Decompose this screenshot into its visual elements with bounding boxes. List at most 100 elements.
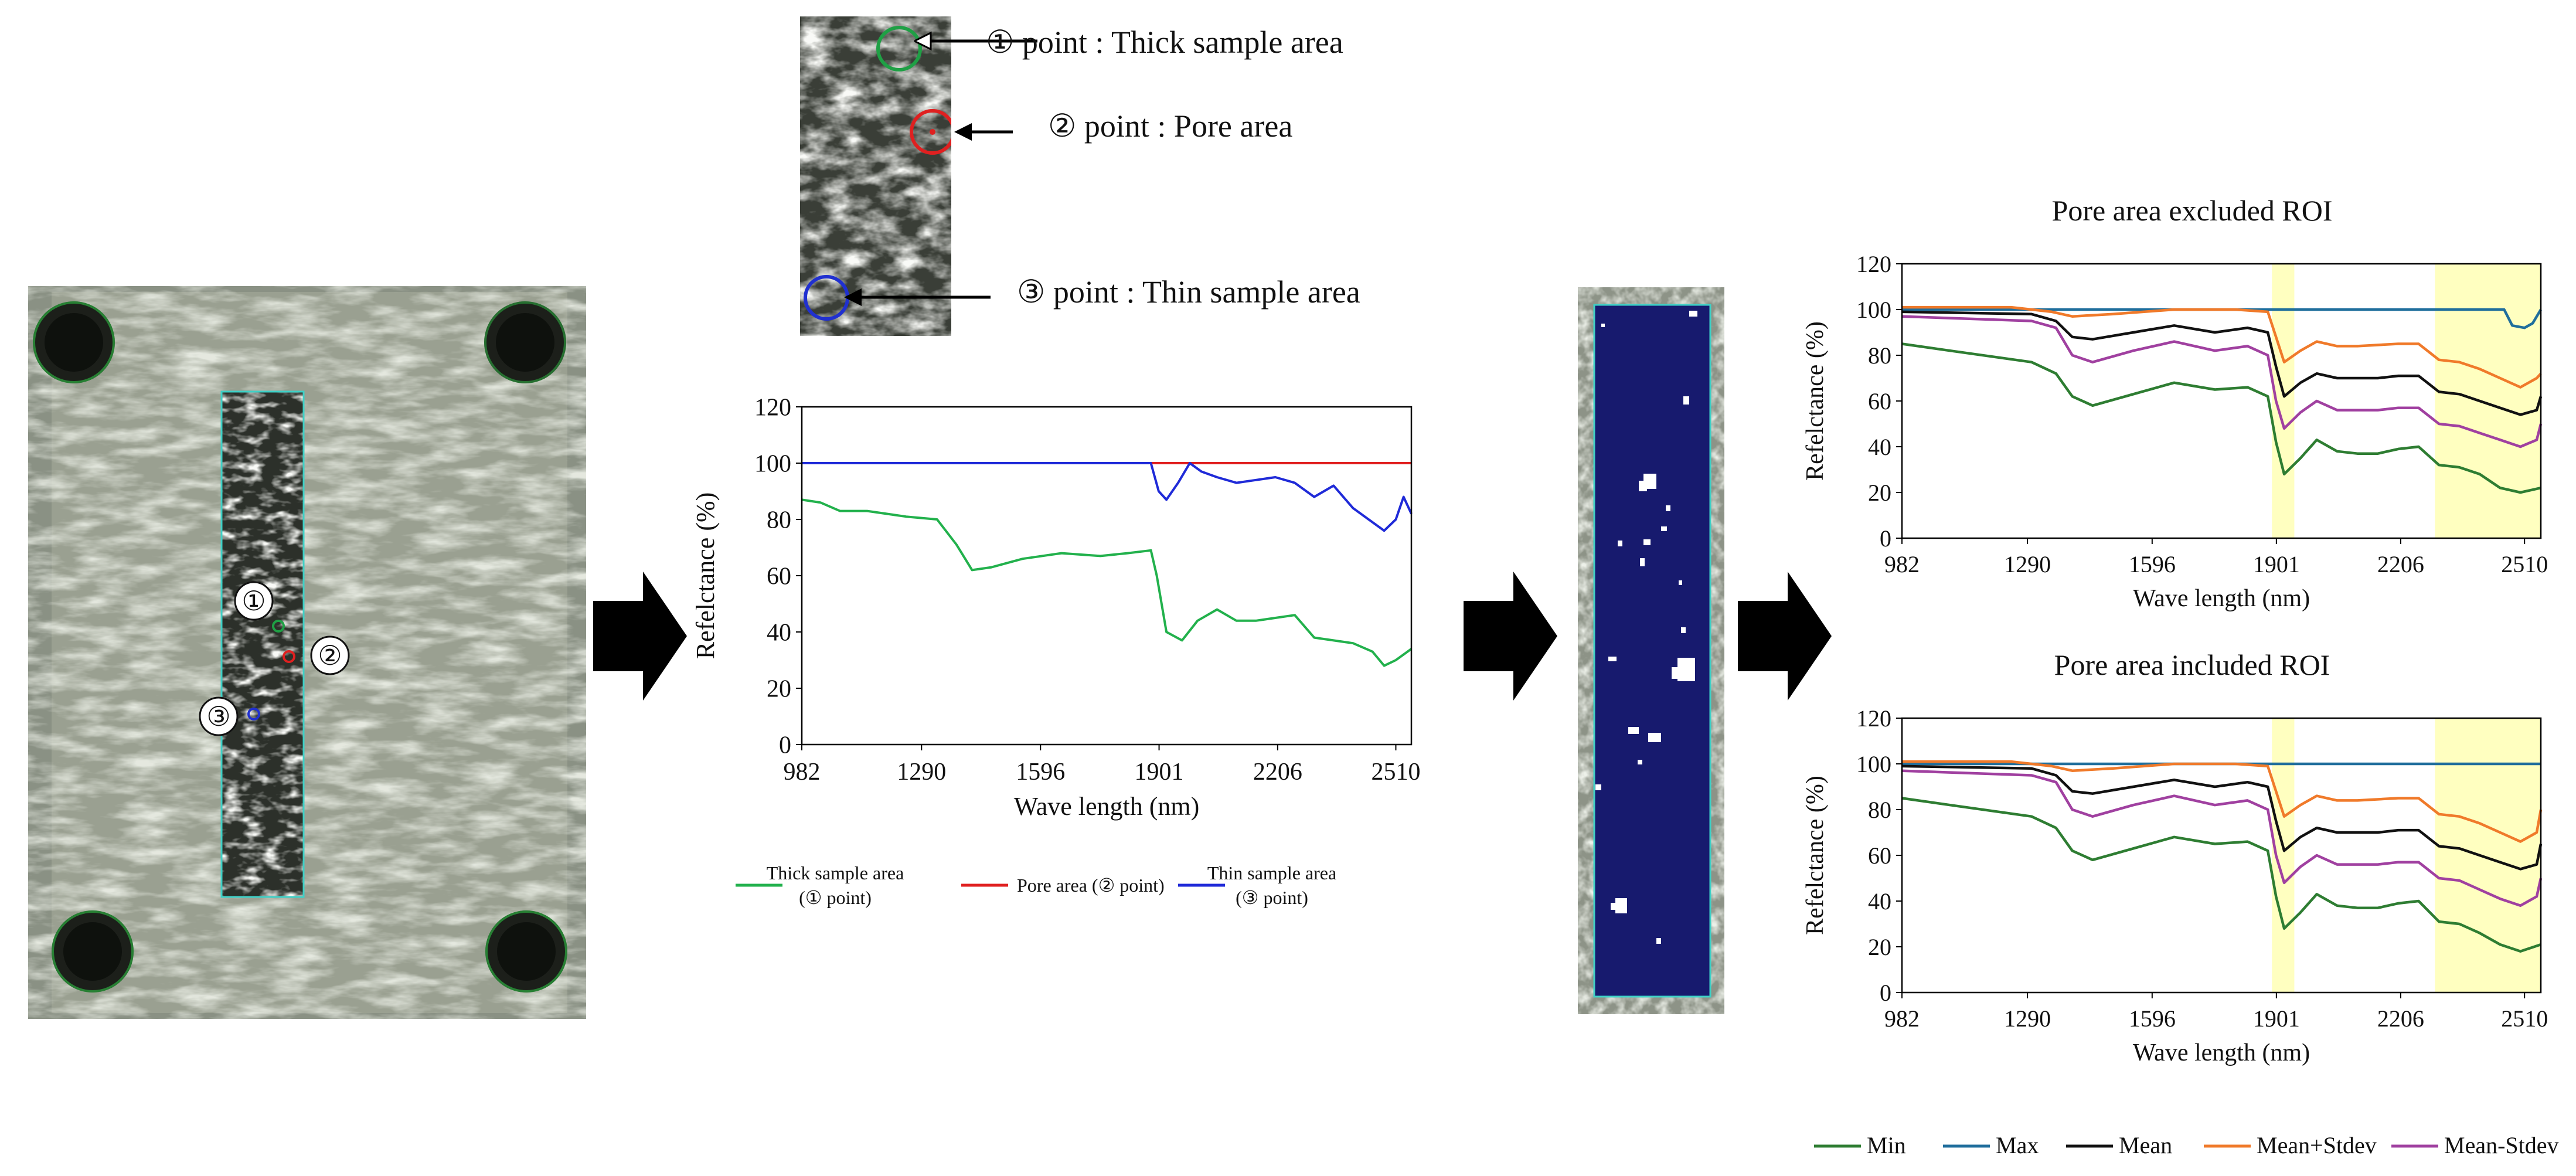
- y-tick-label: 80: [767, 507, 791, 534]
- callout-thin-area: ③ point : Thin sample area: [1017, 274, 1360, 310]
- corner-knob: [52, 910, 134, 993]
- y-tick-label: 80: [1868, 342, 1891, 369]
- callout-thick-area: ① point : Thick sample area: [986, 25, 1343, 60]
- roi-legend: Min Max Mean Mean+Stdev Mean-Stdev: [1814, 1131, 2576, 1161]
- y-tick-label: 0: [1880, 525, 1891, 552]
- callout-pore-area: ② point : Pore area: [1048, 108, 1293, 144]
- flow-arrow: [1464, 572, 1557, 701]
- y-tick-label: 60: [1868, 388, 1891, 414]
- x-tick-label: 1596: [1016, 759, 1065, 786]
- series-line-mean-stdev: [1902, 760, 2543, 843]
- x-tick-label: 1901: [2253, 551, 2300, 577]
- pore-spot: [1595, 311, 1697, 944]
- sample-photo: ① ② ③: [28, 286, 586, 1019]
- series-line-mean-stdev: [1902, 305, 2542, 389]
- legend-label: Pore area (② point): [1017, 875, 1165, 896]
- x-tick-label: 2510: [2501, 1005, 2548, 1032]
- callout-arrow: [844, 288, 991, 306]
- y-tick-label: 20: [767, 676, 791, 703]
- roi-included-chart: 0 20 40 60 80 100 120 982 1290 1596 1901 2206 2510 Wa…: [1802, 705, 2548, 1066]
- roi-included-title: Pore area included ROI: [2054, 648, 2330, 681]
- legend-label: Min: [1867, 1132, 1906, 1158]
- x-tick-label: 2206: [2377, 551, 2424, 577]
- highlight-band: [2435, 718, 2541, 993]
- x-axis-label: Wave length (nm): [1014, 792, 1200, 821]
- y-tick-label: 20: [1868, 480, 1891, 506]
- callout-arrow: [914, 31, 1037, 51]
- point-1-marker: [272, 620, 285, 633]
- x-tick-label: 1901: [1135, 759, 1184, 786]
- y-axis-label: Refelctance (%): [691, 492, 720, 660]
- pore-mask-image: [1578, 287, 1724, 1014]
- x-tick-label: 2510: [1371, 759, 1420, 786]
- y-tick-label: 40: [1868, 434, 1891, 460]
- x-tick-label: 1290: [2004, 551, 2051, 577]
- legend-label: Thin sample area: [1207, 862, 1336, 883]
- flow-arrow: [1738, 572, 1832, 701]
- series-line-mean: [1901, 310, 2543, 416]
- legend-label: Mean-Stdev: [2444, 1132, 2559, 1158]
- x-tick-label: 1901: [2253, 1005, 2300, 1032]
- y-tick-label: 40: [1868, 888, 1891, 915]
- y-tick-label: 100: [1856, 297, 1891, 323]
- y-tick-label: 60: [1868, 842, 1891, 869]
- x-tick-label: 982: [1884, 551, 1920, 577]
- y-tick-label: 120: [1856, 705, 1891, 732]
- y-tick-label: 80: [1868, 797, 1891, 823]
- corner-knob: [485, 910, 567, 993]
- series-line-min: [1901, 797, 2541, 953]
- y-tick-label: 20: [1868, 934, 1891, 960]
- x-tick-label: 2206: [1253, 759, 1302, 786]
- legend-label: (① point): [799, 887, 872, 908]
- y-tick-label: 40: [767, 620, 791, 647]
- point-2-marker: [283, 650, 295, 663]
- roi-strip: [220, 390, 305, 898]
- y-tick-label: 0: [779, 732, 791, 759]
- zoom-point-2-circle: [910, 109, 951, 155]
- y-tick-label: 100: [754, 451, 791, 478]
- series-line-max: [1902, 308, 2542, 329]
- y-axis-label: Refelctance (%): [1802, 776, 1829, 935]
- roi-excluded-title: Pore area excluded ROI: [2051, 194, 2333, 227]
- series-line-thin-sample-area-point-: [802, 462, 1413, 532]
- x-tick-label: 2206: [2377, 1005, 2424, 1032]
- series-line-mean-stdev: [1901, 315, 2543, 448]
- x-tick-label: 1596: [2129, 551, 2176, 577]
- x-axis-label: Wave length (nm): [2133, 585, 2310, 612]
- corner-knob: [484, 301, 566, 383]
- series-line-thick-sample-area-point-: [801, 498, 1413, 667]
- x-axis-label: Wave length (nm): [2133, 1039, 2310, 1066]
- x-tick-label: 2510: [2501, 551, 2548, 577]
- x-tick-label: 982: [784, 759, 821, 786]
- y-tick-label: 0: [1880, 980, 1891, 1006]
- x-tick-label: 1596: [2129, 1005, 2176, 1032]
- point-3-label: ③: [206, 702, 230, 732]
- legend-label: (③ point): [1236, 887, 1308, 908]
- legend-label: Max: [1996, 1132, 2039, 1158]
- x-tick-label: 982: [1884, 1005, 1920, 1032]
- y-axis-label: Refelctance (%): [1802, 321, 1829, 481]
- x-tick-label: 1290: [2004, 1005, 2051, 1032]
- point-spectra-chart: 0 20 40 60 80 100 120 982 1290 1596 1901 2206 2510 Wa…: [691, 395, 1420, 908]
- y-tick-label: 120: [1856, 251, 1891, 277]
- series-line-mean-stdev: [1901, 769, 2543, 908]
- series-line-min: [1901, 342, 2541, 494]
- series-line-mean: [1901, 764, 2543, 871]
- legend-label: Mean: [2119, 1132, 2172, 1158]
- y-tick-label: 100: [1856, 751, 1891, 777]
- zoom-inset: [800, 16, 951, 336]
- legend-label: Thick sample area: [767, 862, 904, 883]
- x-tick-label: 1290: [897, 759, 946, 786]
- corner-knob: [33, 301, 115, 383]
- legend-label: Mean+Stdev: [2257, 1132, 2377, 1158]
- y-tick-label: 120: [754, 395, 791, 422]
- flow-arrow: [593, 572, 687, 701]
- point-1-label: ①: [241, 586, 266, 616]
- y-tick-label: 60: [767, 563, 791, 590]
- plot-frame: [801, 406, 1413, 746]
- point-3-marker: [247, 708, 260, 720]
- highlight-band: [2435, 264, 2541, 538]
- point-2-label: ②: [318, 641, 342, 671]
- zoom-point-1-circle: [876, 26, 922, 72]
- callout-arrow: [954, 123, 1013, 141]
